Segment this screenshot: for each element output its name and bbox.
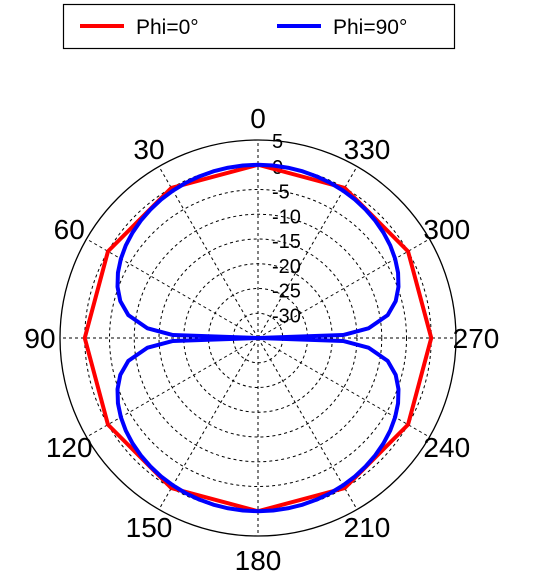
angular-tick-label: 150 (126, 512, 173, 543)
grid-circle (133, 213, 383, 463)
series-line-phi-90 (115, 162, 401, 514)
angular-tick-label: 270 (453, 323, 500, 354)
angular-tick-label: 240 (423, 432, 470, 463)
grid-spoke (158, 166, 259, 339)
angular-tick-label: 30 (133, 134, 164, 165)
angular-tick-label: 210 (344, 512, 391, 543)
grid-spoke (257, 337, 430, 438)
radial-tick-label: -20 (272, 256, 301, 278)
grid-spoke (257, 238, 430, 339)
radial-tick-label: -25 (272, 281, 301, 303)
legend-label: Phi=90° (333, 16, 407, 39)
angular-tick-label: 90 (24, 323, 55, 354)
angular-tick-labels: 0 30 60 90 120 150 180 210 240 270 300 330 (24, 103, 499, 576)
angular-tick-label: 330 (344, 134, 391, 165)
angular-tick-label: 300 (423, 214, 470, 245)
radial-tick-label: -10 (272, 206, 301, 228)
angular-tick-label: 0 (250, 103, 266, 134)
grid-spoke (86, 238, 259, 339)
grid-circle (109, 189, 407, 487)
radial-tick-label: -15 (272, 231, 301, 253)
angular-tick-label: 60 (54, 214, 85, 245)
grid-spoke (257, 166, 358, 339)
legend-label: Phi=0° (136, 16, 199, 39)
grid-spoke (257, 337, 358, 510)
radial-tick-label: -5 (272, 182, 290, 204)
grid-spoke (86, 337, 259, 438)
grid-spoke (158, 337, 259, 510)
legend: Phi=0° Phi=90° (62, 3, 456, 50)
outer-circle (59, 139, 457, 537)
series-lines (82, 162, 434, 514)
radial-tick-labels: 50-5-10-15-20-25-30 (272, 131, 301, 327)
angular-tick-label: 120 (46, 432, 93, 463)
radial-tick-label: 5 (272, 131, 283, 153)
angular-tick-label: 180 (235, 545, 282, 576)
legend-box (62, 3, 456, 50)
radial-tick-label: -30 (272, 305, 301, 327)
